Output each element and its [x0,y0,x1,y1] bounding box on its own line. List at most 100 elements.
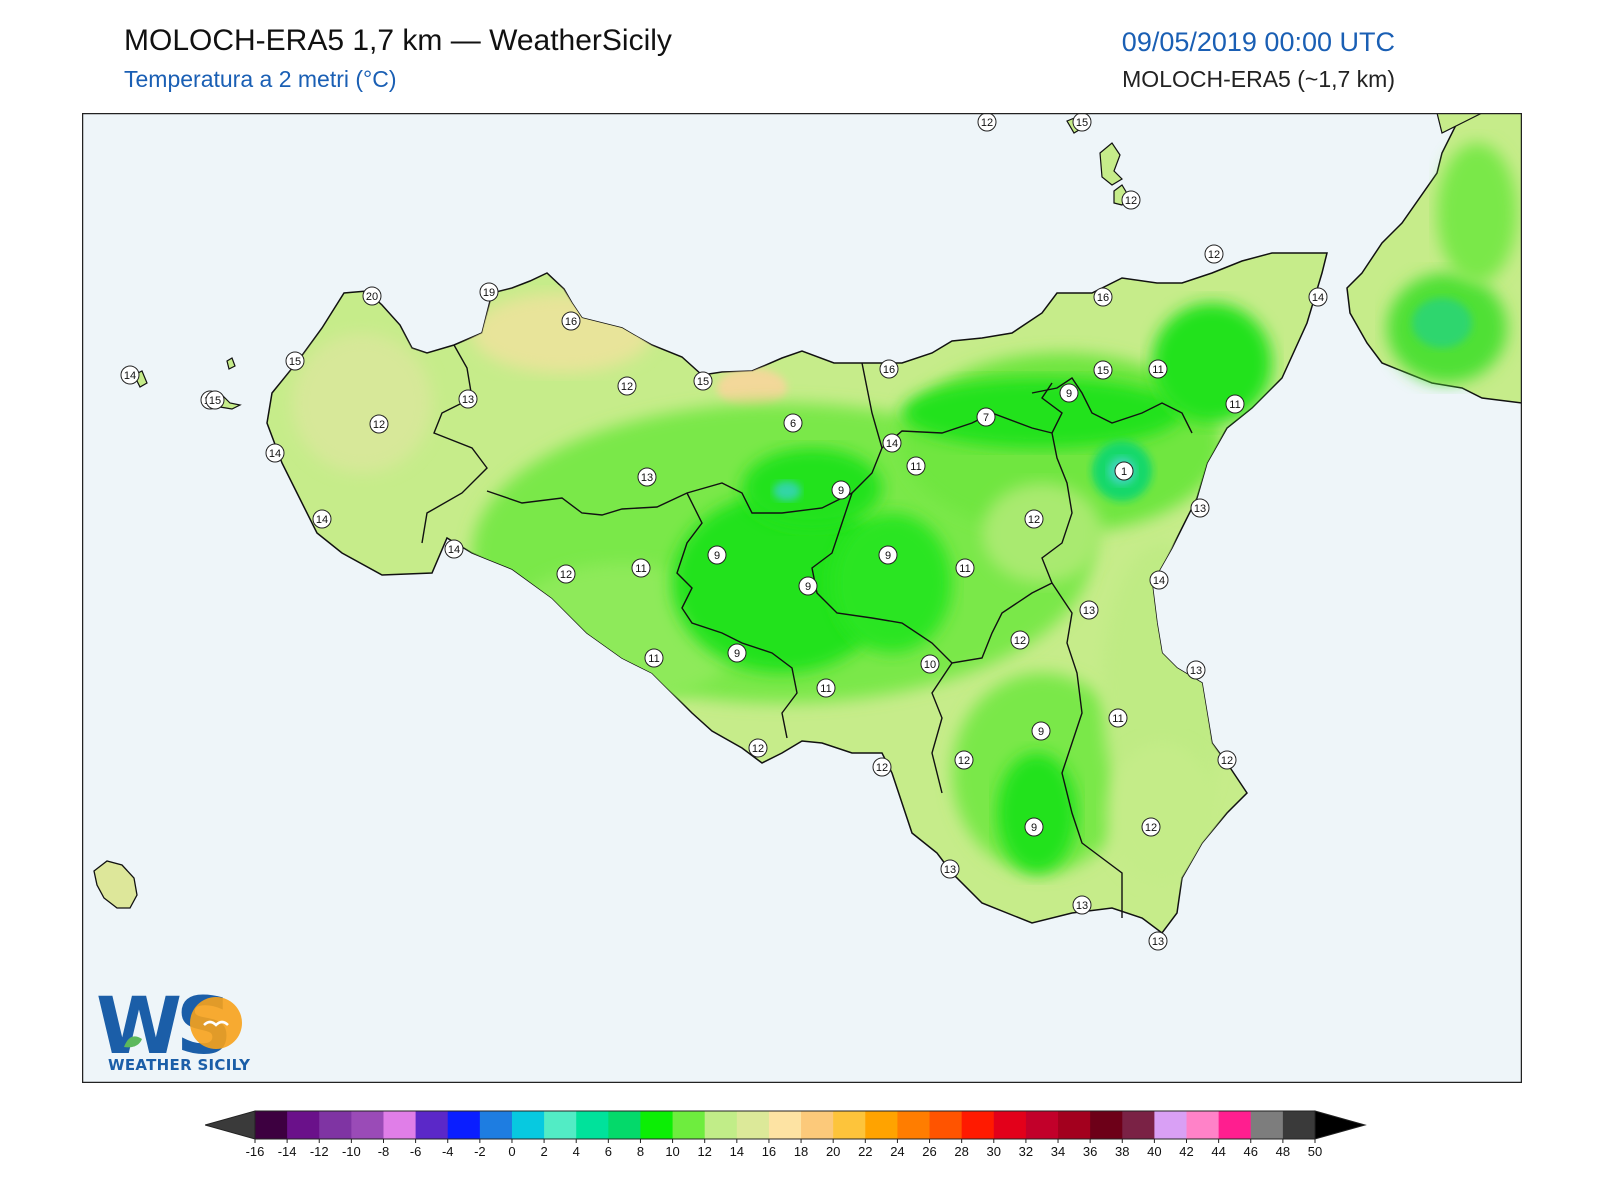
station-value: 15 [209,395,221,407]
colorbar-cell [415,1111,449,1139]
colorbar-cell [704,1111,738,1139]
colorbar-cell [351,1111,384,1139]
station-value: 14 [1312,292,1324,304]
station-value: 12 [1221,755,1233,767]
calabria-coast [1346,113,1522,404]
colorbar-cell [929,1111,963,1139]
station-marker: 7 [976,407,996,427]
station-value: 11 [1112,713,1123,725]
logo-wordmark: WEATHER SICILY [108,1056,251,1074]
colorbar-cell [640,1111,674,1139]
map-subtitle: Temperatura a 2 metri (°C) [124,66,397,92]
station-value: 9 [714,550,720,562]
colorbar-cell [1186,1111,1220,1139]
station-marker: 13 [1186,660,1206,680]
station-value: 9 [734,648,740,660]
station-marker: 13 [458,389,478,409]
colorbar-tick-label: 28 [954,1144,968,1159]
station-value: 12 [1208,249,1220,261]
colorbar-cell [1218,1111,1252,1139]
colorbar-cell [768,1111,802,1139]
station-markers: 1412151212142019161514151312141414151215… [120,113,1328,951]
station-value: 14 [316,514,328,526]
station-marker: 15 [285,351,305,371]
colorbar-cell [672,1111,706,1139]
station-value: 13 [1194,503,1206,515]
station-marker: 14 [265,443,285,463]
station-value: 12 [752,743,764,755]
colorbar-tick-label: 42 [1179,1144,1193,1159]
station-value: 9 [1066,388,1072,400]
station-marker: 20 [362,286,382,306]
station-value: 12 [560,569,572,581]
station-marker: 12 [977,113,997,132]
station-value: 12 [981,117,993,129]
station-value: 16 [565,316,577,328]
colorbar-tick-label: -2 [474,1144,486,1159]
colorbar-tick-label: 26 [922,1144,936,1159]
station-marker: 12 [369,414,389,434]
station-value: 14 [448,544,460,556]
station-marker: 9 [1024,817,1044,837]
map-title: MOLOCH-ERA5 1,7 km — WeatherSicily [124,24,672,57]
station-marker: 12 [954,750,974,770]
colorbar-tick-label: -14 [278,1144,297,1159]
station-marker: 11 [955,558,975,578]
colorbar-cell [897,1111,931,1139]
station-value: 11 [959,563,970,575]
station-value: 6 [790,418,796,430]
station-marker: 10 [920,654,940,674]
colorbar-tick-label: 0 [508,1144,515,1159]
sicily-island [266,252,1328,935]
station-value: 11 [820,683,831,695]
colorbar-tick-label: 44 [1211,1144,1225,1159]
colorbar-tick-label: 6 [605,1144,612,1159]
colorbar-tick-label: 40 [1147,1144,1161,1159]
colorbar-cell [319,1111,352,1139]
colorbar-cell [1122,1111,1155,1139]
colorbar-tick-label: -6 [410,1144,422,1159]
station-marker: 13 [1148,931,1168,951]
colorbar-cell [447,1111,481,1139]
station-value: 15 [289,356,301,368]
colorbar-cell [736,1111,770,1139]
colorbar-cell [511,1111,545,1139]
station-marker: 1 [1114,461,1134,481]
station-value: 12 [373,419,385,431]
station-value: 15 [1097,365,1109,377]
station-marker: 14 [312,509,332,529]
colorbar-cell [383,1111,417,1139]
colorbar-tick-label: 46 [1244,1144,1258,1159]
weathersicily-logo: WS [96,982,256,1085]
station-value: 11 [1152,364,1163,376]
colorbar-tick-label: 8 [637,1144,644,1159]
station-value: 15 [1076,117,1088,129]
colorbar-tick-label: 32 [1019,1144,1033,1159]
station-value: 13 [462,394,474,406]
station-marker: 11 [1108,708,1128,728]
station-value: 9 [1038,726,1044,738]
station-value: 12 [1014,635,1026,647]
colorbar-tick-label: -12 [310,1144,329,1159]
station-value: 12 [876,762,888,774]
colorbar-cell [608,1111,641,1139]
station-marker: 11 [644,648,664,668]
station-marker: 19 [479,282,499,302]
station-marker: 11 [1225,394,1245,414]
colorbar-extend-low [205,1110,256,1140]
station-marker: 12 [617,376,637,396]
colorbar-cell [1025,1111,1059,1139]
station-marker: 12 [1010,630,1030,650]
station-marker: 9 [878,545,898,565]
station-value: 14 [886,438,898,450]
station-value: 13 [1083,605,1095,617]
station-value: 13 [1076,900,1088,912]
station-marker: 11 [1148,359,1168,379]
colorbar-cell [479,1111,513,1139]
station-value: 9 [885,550,891,562]
colorbar-tick-label: 38 [1115,1144,1129,1159]
colorbar-tick-label: 24 [890,1144,904,1159]
pantelleria-island [93,860,138,909]
colorbar-cell [993,1111,1027,1139]
station-marker: 14 [1149,570,1169,590]
